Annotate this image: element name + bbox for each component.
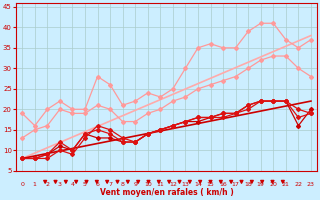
X-axis label: Vent moyen/en rafales ( km/h ): Vent moyen/en rafales ( km/h ) [100,188,234,197]
